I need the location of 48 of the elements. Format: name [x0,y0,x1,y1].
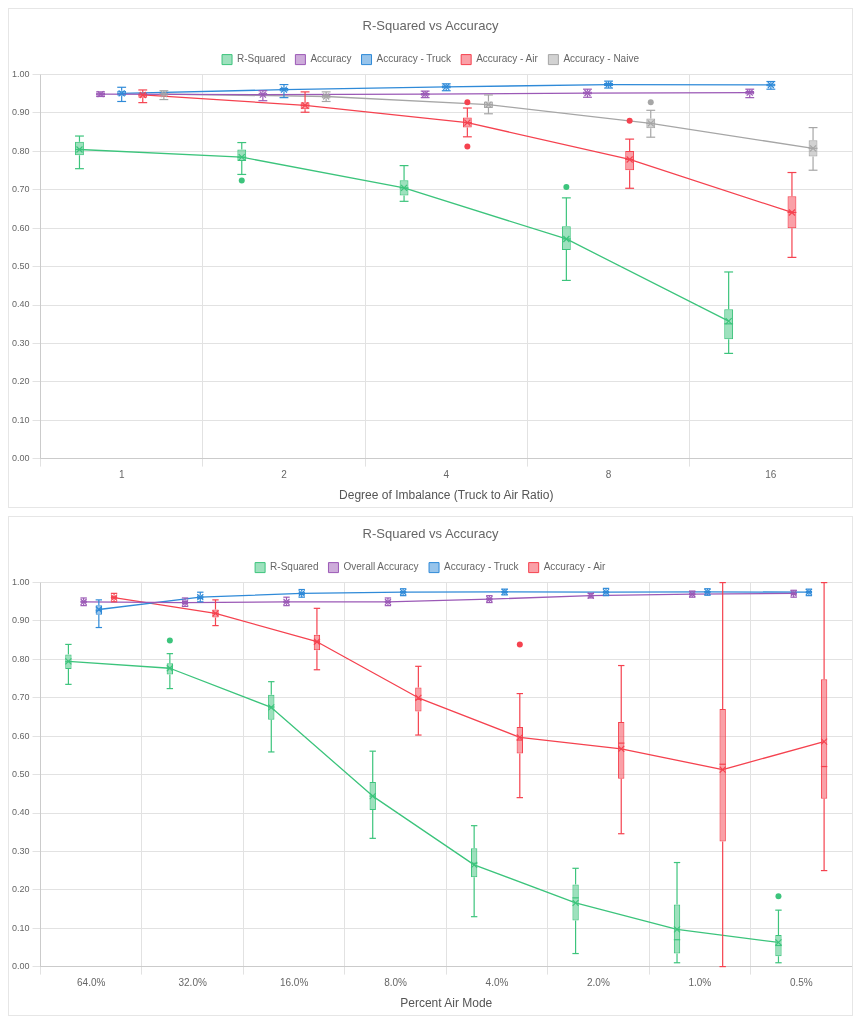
x-tick-label: 8 [605,469,612,481]
chart-title: R-Squared vs Accuracy [362,18,499,34]
y-tick-label: 0.40 [11,807,30,818]
legend-label: Accuracy - Air [476,53,539,65]
legend-label: Accuracy - Truck [444,561,520,573]
y-tick-label: 0.20 [11,884,30,895]
legend-label: R-Squared [270,561,319,573]
y-tick-label: 0.70 [11,184,30,195]
x-axis-title: Percent Air Mode [400,996,493,1011]
x-tick-label: 1 [118,469,125,481]
x-tick-label: 64.0% [77,977,106,989]
x-tick-label: 16 [765,469,777,481]
y-tick-label: 1.00 [11,577,30,588]
y-tick-label: 0.90 [11,107,30,118]
legend-label: Overall Accuracy [343,561,419,573]
legend-label: Accuracy - Air [543,561,607,573]
x-tick-label: 8.0% [384,977,408,989]
x-tick-label: 16.0% [279,977,309,989]
y-tick-label: 0.60 [11,730,30,741]
x-tick-label: 4.0% [485,977,509,989]
y-tick-label: 0.00 [11,453,30,464]
y-tick-label: 0.70 [11,692,30,703]
x-tick-label: 32.0% [178,977,207,989]
y-tick-label: 0.00 [11,961,30,972]
y-tick-label: 0.10 [11,414,30,425]
y-tick-label: 0.20 [11,376,30,387]
legend-label: R-Squared [237,53,286,65]
y-tick-label: 0.40 [11,299,30,310]
x-tick-label: 2.0% [587,977,610,989]
y-tick-label: 0.50 [11,769,30,780]
chart-title: R-Squared vs Accuracy [362,526,499,542]
legend-label: Accuracy [310,53,352,65]
legend-label: Accuracy - Truck [376,53,452,65]
y-tick-label: 0.60 [11,222,30,233]
y-tick-label: 0.80 [11,653,30,664]
x-tick-label: 0.5% [789,977,813,989]
y-tick-label: 0.30 [11,337,30,348]
y-tick-label: 0.30 [11,845,30,856]
legend-label: Accuracy - Naive [563,53,640,65]
y-tick-label: 0.50 [11,261,30,272]
x-tick-label: 2 [281,469,288,481]
y-tick-label: 0.80 [11,145,30,156]
y-tick-label: 1.00 [11,69,30,80]
x-tick-label: 1.0% [688,977,712,989]
y-tick-label: 0.10 [11,922,30,933]
x-axis-title: Degree of Imbalance (Truck to Air Ratio) [339,488,554,503]
y-tick-label: 0.90 [11,615,30,626]
x-tick-label: 4 [443,469,450,481]
